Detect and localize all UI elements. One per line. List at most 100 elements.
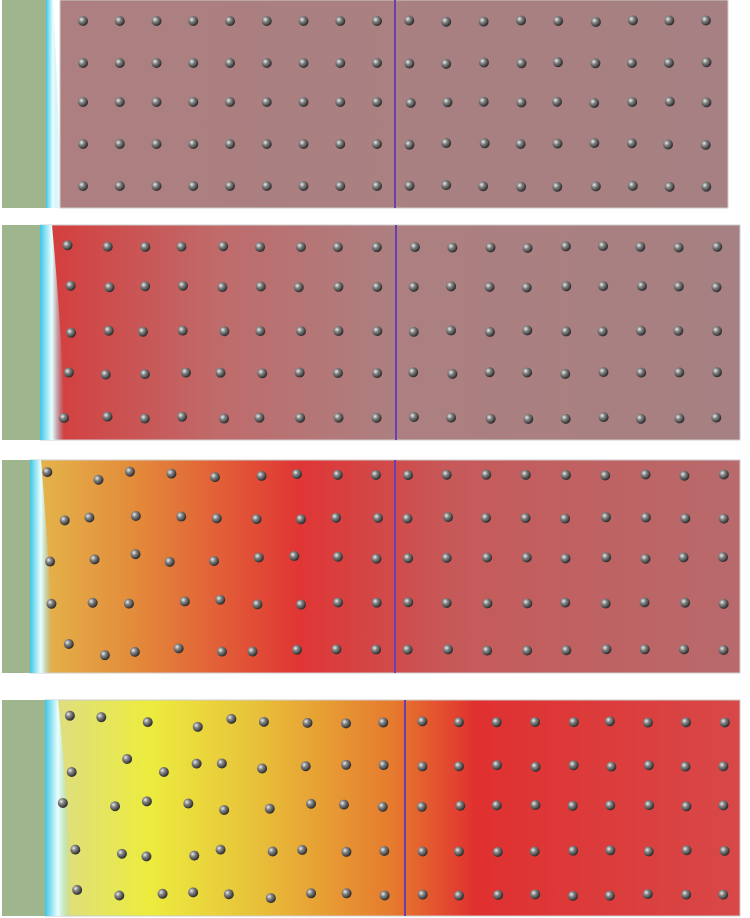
jet <box>40 225 64 440</box>
particle <box>600 470 611 481</box>
particle <box>215 367 226 378</box>
particle <box>446 412 457 423</box>
particle <box>84 512 95 523</box>
particle <box>219 413 230 424</box>
particle <box>114 181 125 191</box>
particle <box>404 139 415 150</box>
particle <box>453 846 464 857</box>
particle <box>590 58 601 69</box>
particle <box>78 16 88 26</box>
particle <box>589 138 600 149</box>
particle <box>78 181 88 191</box>
particle <box>338 799 349 810</box>
particle <box>377 801 388 812</box>
particle <box>211 513 222 524</box>
particle <box>552 96 563 107</box>
particle <box>209 555 220 566</box>
particle <box>372 97 382 107</box>
particle <box>247 646 258 657</box>
particle <box>253 552 264 563</box>
particle <box>341 718 352 729</box>
particle <box>405 97 416 108</box>
particle <box>718 800 729 811</box>
particle <box>701 57 712 68</box>
particle <box>141 851 152 862</box>
particle <box>66 327 77 338</box>
particle <box>404 58 415 69</box>
particle <box>256 470 267 481</box>
particle <box>216 758 227 769</box>
particle <box>114 16 125 26</box>
particle <box>258 716 269 727</box>
particle <box>627 15 638 26</box>
particle <box>453 890 464 901</box>
particle <box>604 890 615 901</box>
particle <box>295 514 306 525</box>
particle <box>294 367 305 378</box>
particle <box>491 800 502 811</box>
particle <box>521 282 532 293</box>
particle <box>66 766 77 777</box>
particle <box>626 57 637 68</box>
particle <box>678 552 689 563</box>
particle <box>417 761 428 772</box>
particle <box>191 758 202 769</box>
particle <box>219 804 230 815</box>
particle <box>409 242 420 253</box>
particle <box>520 469 531 480</box>
particle <box>560 413 571 424</box>
particle <box>151 97 162 107</box>
particle <box>378 760 389 771</box>
particle <box>65 280 76 291</box>
particle <box>225 16 235 26</box>
particle <box>664 181 675 192</box>
particle <box>530 889 541 900</box>
particle <box>151 16 162 26</box>
particle <box>218 241 229 252</box>
particle <box>93 474 104 485</box>
particle <box>552 57 563 68</box>
particle <box>598 281 609 292</box>
particle <box>116 848 127 859</box>
particle <box>516 181 527 192</box>
particle <box>110 801 121 812</box>
particle <box>332 368 343 379</box>
particle <box>417 846 428 857</box>
particle <box>215 594 226 605</box>
particle <box>151 139 162 149</box>
particle <box>441 180 452 191</box>
particle <box>711 412 722 423</box>
particle <box>295 412 306 423</box>
particle <box>188 97 199 107</box>
particle <box>341 846 352 857</box>
particle <box>261 16 272 26</box>
particle <box>700 139 711 150</box>
particle <box>453 761 464 772</box>
particle <box>453 717 464 728</box>
wall <box>2 460 32 673</box>
jet <box>46 0 60 208</box>
particle <box>718 513 729 524</box>
particle <box>298 97 309 107</box>
particle <box>626 138 637 149</box>
particle <box>478 16 489 27</box>
particle <box>441 138 452 149</box>
particle <box>332 242 343 253</box>
particle <box>443 644 454 655</box>
particle <box>404 15 415 26</box>
particle <box>416 801 427 812</box>
particle <box>568 845 579 856</box>
particle <box>225 97 235 107</box>
particle <box>114 890 125 901</box>
particle <box>481 469 492 480</box>
particle <box>255 326 266 337</box>
particle <box>485 242 496 253</box>
particle <box>371 412 382 423</box>
particle <box>447 242 458 253</box>
particle <box>261 58 272 68</box>
particle <box>261 139 272 149</box>
particle <box>640 512 651 523</box>
particle <box>711 367 722 378</box>
particle <box>59 515 70 526</box>
particle <box>372 326 383 337</box>
